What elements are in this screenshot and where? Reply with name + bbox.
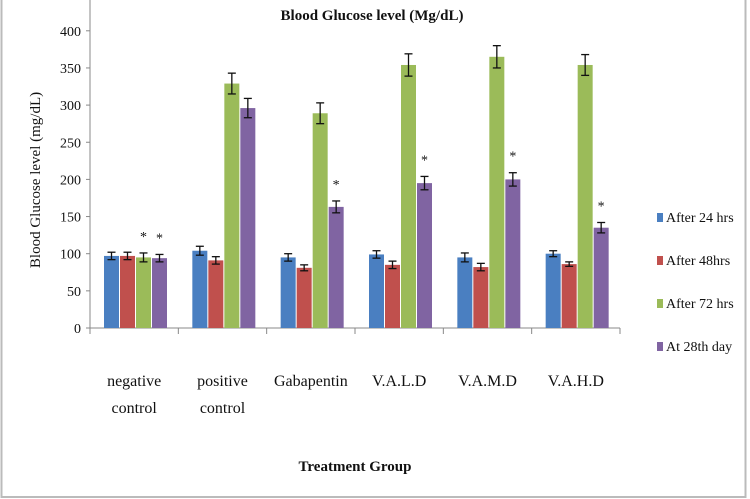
bar (296, 267, 312, 328)
y-tick-label: 150 (60, 211, 81, 226)
bar (152, 258, 167, 328)
legend-swatch (657, 299, 663, 308)
significance-asterisk: * (598, 199, 605, 214)
y-tick-label: 450 (60, 0, 81, 3)
chart-title: Blood Glucose level (Mg/dL) (281, 8, 464, 24)
x-tick-label: Gabapentin (274, 373, 348, 390)
y-tick-label: 100 (60, 248, 81, 263)
significance-asterisk: * (140, 230, 147, 245)
bar (369, 254, 384, 328)
y-tick-label: 400 (60, 25, 81, 40)
bar (208, 260, 224, 328)
y-tick-label: 350 (60, 62, 81, 77)
legend-label: At 28th day (666, 340, 732, 355)
legend-swatch (657, 256, 663, 265)
bar (224, 83, 240, 328)
bar (192, 250, 208, 328)
bar (457, 257, 473, 328)
x-tick-label: positive (197, 373, 248, 390)
legend-swatch (657, 342, 663, 351)
bar (561, 264, 577, 328)
legend-swatch (657, 213, 663, 222)
y-tick-label: 0 (74, 322, 81, 337)
significance-asterisk: * (509, 150, 516, 165)
y-tick-label: 50 (67, 285, 81, 300)
bar (136, 257, 151, 328)
x-tick-label: V.A.L.D (372, 373, 426, 390)
x-tick-label: control (112, 400, 158, 417)
bar (385, 264, 400, 328)
x-axis-label: Treatment Group (299, 459, 412, 475)
bar (593, 227, 609, 328)
bar (545, 253, 561, 328)
bar (577, 64, 593, 328)
x-tick-label: negative (107, 373, 161, 390)
y-tick-label: 250 (60, 136, 81, 151)
x-tick-label: control (200, 400, 246, 417)
significance-asterisk: * (421, 153, 428, 168)
bar (280, 257, 296, 328)
bar (104, 255, 119, 328)
y-tick-label: 200 (60, 173, 81, 188)
bar (120, 255, 135, 328)
bar (312, 113, 328, 328)
bar (489, 56, 505, 329)
bar (505, 179, 521, 328)
significance-asterisk: * (333, 178, 340, 193)
bar (328, 206, 344, 328)
legend-label: After 48hrs (666, 254, 730, 269)
bar (417, 183, 432, 328)
x-tick-label: V.A.M.D (458, 373, 517, 390)
y-axis-label: Blood Glucose level (mg/dL) (28, 92, 44, 268)
x-tick-label: V.A.H.D (548, 373, 604, 390)
bar (401, 64, 416, 328)
y-tick-label: 300 (60, 99, 81, 114)
bar (473, 267, 489, 328)
legend-label: After 24 hrs (666, 211, 734, 226)
significance-asterisk: * (156, 231, 163, 246)
legend-label: After 72 hrs (666, 297, 734, 312)
bar (240, 108, 256, 329)
